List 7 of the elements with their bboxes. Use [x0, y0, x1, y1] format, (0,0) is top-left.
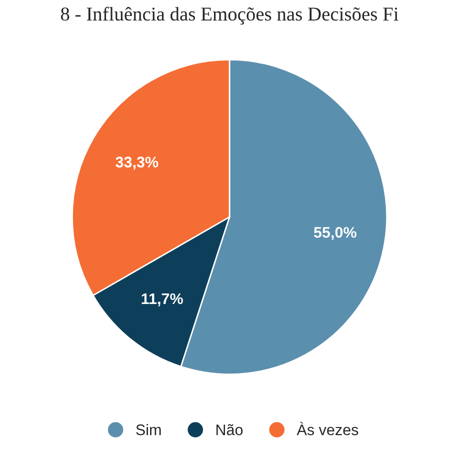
legend-label: Às vezes: [296, 422, 358, 436]
legend-label: Sim: [136, 424, 161, 436]
chart-title: 8 - Influência das Emoções nas Decisões Fi: [60, 6, 398, 25]
legend-label: Não: [216, 424, 243, 436]
data-label: 11,7%: [142, 293, 183, 306]
data-label: 55,0%: [314, 226, 356, 240]
data-label: 33,3%: [116, 156, 158, 170]
